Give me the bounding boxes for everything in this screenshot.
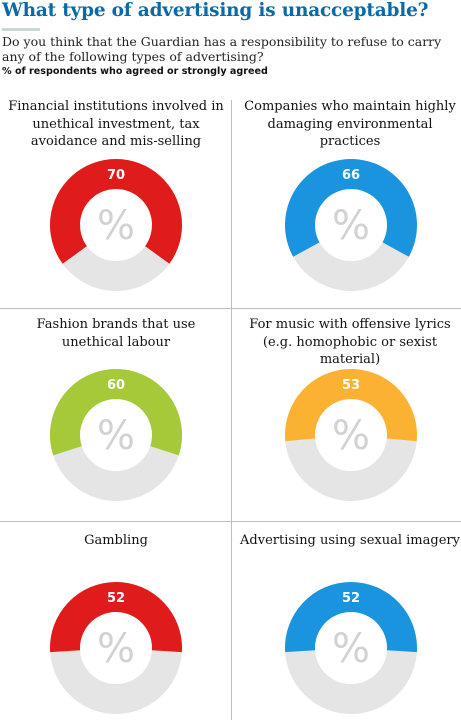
chart-5-value-arc [50, 581, 182, 653]
chart-4-value-arc [284, 369, 417, 442]
row-divider-2 [0, 521, 461, 522]
chart-2-value-label: 66 [342, 168, 360, 183]
chart-1-label: Financial institutions involved in uneth… [8, 99, 224, 149]
chart-6-percent-symbol: % [332, 626, 370, 672]
chart-3-label: Fashion brands that use unethical labour [36, 317, 196, 350]
chart-1-value-arc [50, 159, 183, 264]
chart-3-value-label: 60 [107, 378, 125, 393]
chart-2-percent-symbol: % [332, 203, 370, 249]
chart-3-value-arc [50, 369, 182, 456]
chart-6-value-arc [285, 581, 417, 653]
chart-5-percent-symbol: % [97, 626, 135, 672]
chart-2-label: Companies who maintain highly damaging e… [244, 99, 456, 149]
measure-note: % of respondents who agreed or strongly … [2, 66, 268, 77]
chart-6-label: Advertising using sexual imagery [240, 533, 460, 548]
chart-4-percent-symbol: % [332, 413, 370, 459]
chart-5-value-label: 52 [107, 591, 125, 606]
chart-3-percent-symbol: % [97, 413, 135, 459]
chart-5-label: Gambling [84, 533, 148, 548]
chart-4-label: For music with offensive lyrics (e.g. ho… [249, 317, 451, 367]
chart-1-percent-symbol: % [97, 203, 135, 249]
page-subtitle: Do you think that the Guardian has a res… [2, 34, 442, 64]
chart-4-value-label: 53 [342, 378, 360, 393]
title-accent-bar [2, 28, 40, 31]
chart-6-value-label: 52 [342, 591, 360, 606]
chart-1-value-label: 70 [107, 168, 125, 183]
page-title: What type of advertising is unacceptable… [2, 0, 429, 21]
column-divider [231, 100, 232, 720]
row-divider-1 [0, 308, 461, 309]
chart-2-value-arc [285, 159, 418, 257]
